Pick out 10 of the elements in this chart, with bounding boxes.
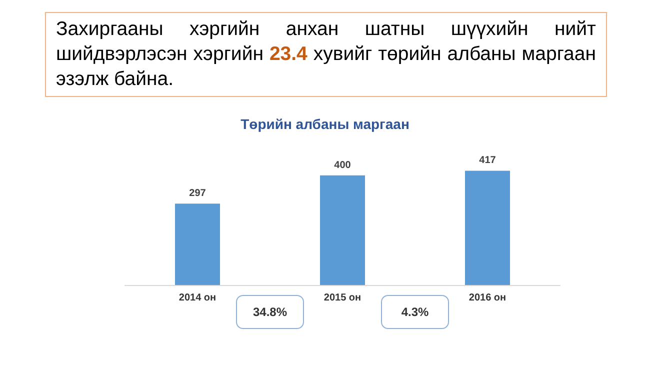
data-label: 297	[189, 188, 206, 200]
text: Захиргааны хэргийн анхан шатны шүүхийн нийт шийдвэрлэсэн хэргийн 23.4 хувийг төрийн албаны маргаан эзэлж байна.	[56, 18, 596, 90]
data-label: 417	[479, 155, 496, 166]
text: 4.3%	[381, 295, 449, 329]
text: 34.8%	[236, 295, 304, 329]
data-label: 400	[334, 160, 352, 171]
x-tick-label: 2015 он	[324, 292, 362, 304]
chart-title: Төрийн албаны маргаан	[240, 116, 410, 132]
x-tick-label: 2016 он	[468, 292, 506, 304]
x-tick-label: 2014 он	[178, 292, 216, 304]
